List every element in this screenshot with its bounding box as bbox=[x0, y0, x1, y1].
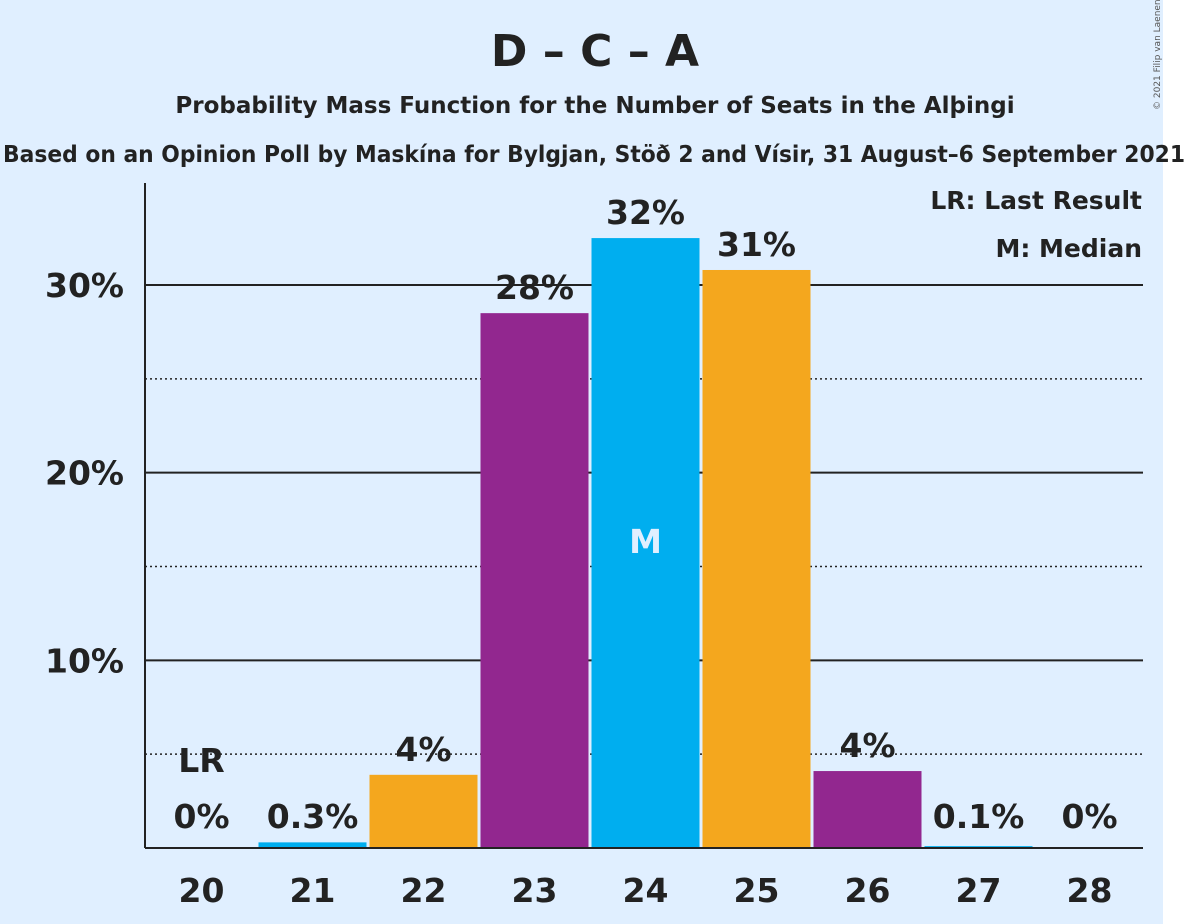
bars bbox=[258, 238, 1033, 849]
x-tick-label: 27 bbox=[956, 871, 1002, 910]
x-tick-label: 21 bbox=[290, 871, 336, 910]
axes bbox=[144, 183, 1143, 849]
bar-seat-25 bbox=[702, 269, 811, 848]
chart-subtitle: Probability Mass Function for the Number… bbox=[175, 93, 1014, 119]
legend-median: M: Median bbox=[995, 234, 1142, 263]
x-tick-label: 24 bbox=[623, 871, 669, 910]
legend-last-result: LR: Last Result bbox=[930, 186, 1142, 215]
x-tick-label: 20 bbox=[179, 871, 225, 910]
y-tick-label: 20% bbox=[45, 454, 124, 493]
bar-value-label: 0% bbox=[173, 797, 229, 836]
median-marker: M bbox=[629, 522, 662, 561]
bar-seat-26 bbox=[813, 771, 922, 848]
y-tick-label: 30% bbox=[45, 266, 124, 305]
x-tick-label: 22 bbox=[401, 871, 447, 910]
bar-seat-22 bbox=[369, 774, 478, 848]
bar-value-label: 0.1% bbox=[933, 797, 1025, 836]
bar-seat-23 bbox=[480, 313, 589, 848]
bar-value-label: 32% bbox=[606, 193, 685, 232]
copyright-text: © 2021 Filip van Laenen bbox=[1153, 0, 1163, 110]
bar-seat-24 bbox=[591, 238, 700, 849]
bar-value-label: 0% bbox=[1061, 797, 1117, 836]
bar-value-label: 31% bbox=[717, 225, 796, 264]
bar-seat-21 bbox=[258, 842, 367, 848]
y-tick-label: 10% bbox=[45, 641, 124, 680]
bar-value-label: 0.3% bbox=[267, 797, 359, 836]
labels: 0% 20 LR 0.3% 21 4% 22 28% 23 32% 24 M 31% 25 4% 26 0.1%… bbox=[173, 193, 1117, 910]
x-tick-label: 23 bbox=[512, 871, 558, 910]
chart-title: D – C – A bbox=[491, 26, 699, 77]
last-result-marker: LR bbox=[178, 741, 224, 780]
chart-caption: Based on an Opinion Poll by Maskína for … bbox=[3, 142, 1185, 168]
x-tick-label: 25 bbox=[734, 871, 780, 910]
bar-value-label: 4% bbox=[395, 730, 451, 769]
x-tick-label: 28 bbox=[1067, 871, 1113, 910]
bar-value-label: 4% bbox=[839, 726, 895, 765]
bar-value-label: 28% bbox=[495, 268, 574, 307]
x-tick-label: 26 bbox=[845, 871, 891, 910]
